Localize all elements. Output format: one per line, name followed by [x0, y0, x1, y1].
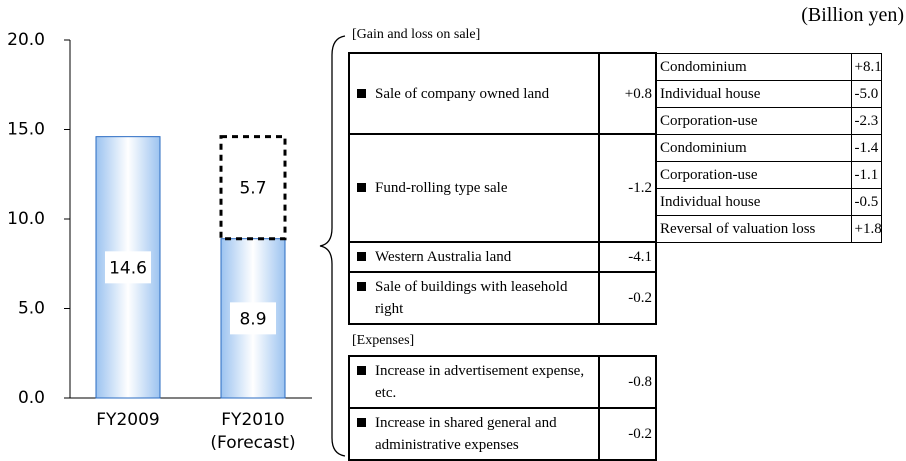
row-label: Fund-rolling type sale: [375, 180, 508, 196]
detail-value: -5.0: [850, 79, 882, 108]
row-label-cell: Fund-rolling type sale: [348, 133, 600, 243]
detail-value: -0.5: [850, 187, 882, 216]
table-row: Western Australia land -4.1: [348, 241, 881, 273]
row-label-wrap: Western Australia land: [353, 243, 595, 271]
row-label-wrap: Fund-rolling type sale: [353, 174, 595, 202]
section-heading: [Gain and loss on sale]: [352, 27, 481, 42]
bullet: [357, 418, 366, 427]
row-label-cell: Sale of company owned land: [348, 52, 600, 135]
row-label-wrap: Sale of buildings with leasehold right: [353, 273, 595, 323]
table-row: Corporation-use -1.1: [349, 160, 882, 189]
x-tick-label: (Forecast): [210, 433, 295, 453]
row-label: Increase in shared general and administr…: [375, 415, 557, 453]
y-tick-label: 10.0: [7, 209, 45, 229]
detail-label: Corporation-use: [655, 106, 852, 135]
row-value: -0.2: [598, 407, 657, 461]
value-label: 14.6: [109, 258, 147, 278]
table-row: Corporation-use -2.3: [349, 106, 882, 135]
row-label-wrap: Increase in shared general and administr…: [353, 409, 595, 459]
row-label: Increase in advertisement expense, etc.: [375, 363, 585, 401]
row-label-cell: Sale of buildings with leasehold right: [348, 271, 600, 325]
table-row: Reversal of valuation loss +1.8: [349, 214, 882, 243]
table-row: Increase in shared general and administr…: [348, 407, 881, 461]
value-label: 8.9: [239, 309, 266, 329]
x-tick-label: FY2009: [96, 410, 159, 430]
chart: 0.0 5.0 10.0 15.0 20.0 FY2009 14.6 FY2010 (Forec…: [7, 30, 312, 453]
detail-label: Individual house: [655, 187, 852, 216]
bullet: [357, 252, 366, 261]
value-label-box: [230, 171, 276, 204]
row-label-wrap: Increase in advertisement expense, etc.: [353, 357, 595, 407]
row-value: +0.8: [598, 52, 657, 135]
row-label-cell: Increase in shared general and administr…: [348, 407, 600, 461]
row-value: -4.1: [598, 241, 657, 273]
row-value: -0.8: [598, 355, 657, 409]
unit-label: (Billion yen): [801, 4, 904, 26]
row-value: -1.2: [598, 133, 657, 243]
detail-value: -2.3: [850, 106, 882, 135]
detail-value: -1.4: [850, 133, 882, 162]
section-table: Sale of company owned land +0.8 Condominiu…: [348, 52, 882, 325]
bullet: [357, 88, 366, 98]
bullet: [357, 183, 366, 192]
table-row: Increase in advertisement expense, etc. -…: [348, 355, 881, 409]
value-label-box: [105, 251, 151, 284]
table-body: Increase in advertisement expense, etc. -…: [348, 355, 881, 461]
empty-cell: [656, 356, 881, 408]
x-tick-label: FY2010: [221, 410, 284, 430]
row-label-wrap: Sale of company owned land: [353, 80, 595, 108]
table-row: Fund-rolling type sale -1.2 Condominium -1.…: [348, 133, 882, 243]
detail-label: Individual house: [655, 79, 852, 108]
section-heading: [Expenses]: [352, 333, 415, 348]
value-label: 5.7: [239, 179, 266, 199]
table-row: Individual house -5.0: [349, 79, 882, 108]
bar: [219, 135, 287, 241]
y-tick-label: 15.0: [7, 120, 45, 140]
detail-value: -1.1: [850, 160, 882, 189]
bullet: [357, 282, 366, 291]
detail-label: Corporation-use: [655, 160, 852, 189]
row-label: Western Australia land: [375, 249, 512, 265]
y-tick-label: 0.0: [18, 388, 45, 408]
table-body: Sale of company owned land +0.8 Condominiu…: [348, 52, 882, 325]
row-label-cell: Increase in advertisement expense, etc.: [348, 355, 600, 409]
row-label: Sale of buildings with leasehold right: [375, 279, 568, 317]
y-tick-label: 20.0: [7, 30, 45, 50]
row-value: -0.2: [598, 271, 657, 325]
detail-label: Condominium: [655, 52, 852, 81]
detail-value: +1.8: [850, 214, 882, 243]
detail-label: Condominium: [655, 133, 852, 162]
row-label: Sale of company owned land: [375, 85, 550, 102]
value-label-box: [230, 302, 276, 335]
detail-label: Reversal of valuation loss: [655, 214, 852, 243]
bullet: [357, 366, 366, 375]
empty-cell: [656, 242, 881, 272]
empty-cell: [656, 272, 881, 324]
table-row: Sale of buildings with leasehold right -0…: [348, 271, 881, 325]
detail-value: +8.1: [850, 52, 882, 81]
row-label-cell: Western Australia land: [348, 241, 600, 273]
empty-cell: [656, 408, 881, 460]
table-row: Sale of company owned land +0.8 Condominiu…: [348, 52, 882, 135]
y-tick-label: 5.0: [18, 299, 45, 319]
section-table: Increase in advertisement expense, etc. -…: [348, 355, 881, 461]
